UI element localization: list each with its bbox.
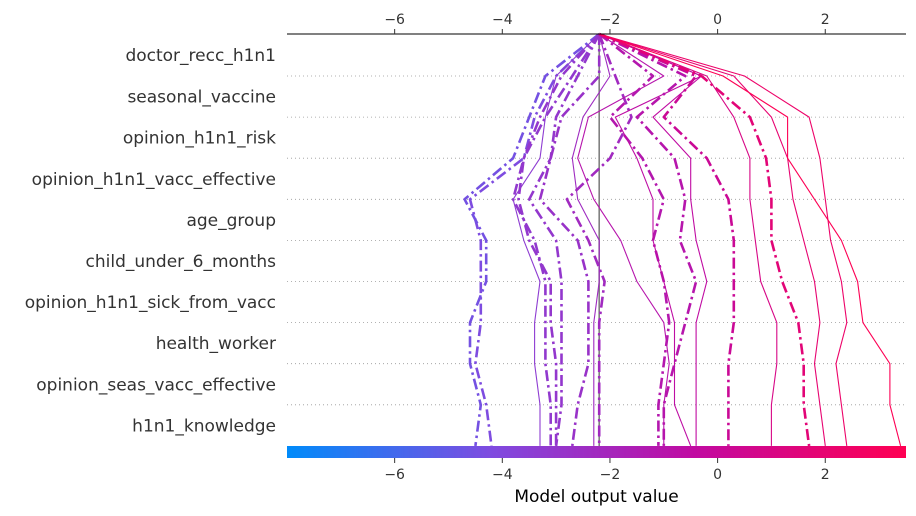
decision-line [577, 33, 670, 446]
x-axis-title: Model output value [514, 487, 678, 507]
decision-line [463, 32, 600, 447]
feature-label: opinion_seas_vacc_effective [36, 375, 276, 395]
decision-line [512, 33, 600, 446]
decision-line [599, 33, 848, 446]
decision-line [598, 32, 698, 446]
bottom-tick-label: −4 [492, 467, 513, 483]
decision-line [598, 32, 811, 447]
top-tick-label: 0 [713, 12, 722, 28]
decision-line [527, 33, 601, 447]
decision-line [599, 33, 902, 447]
feature-label: h1n1_knowledge [132, 416, 276, 436]
decision-line [565, 33, 633, 446]
feature-label: opinion_h1n1_vacc_effective [32, 170, 276, 190]
top-tick-label: −2 [600, 12, 621, 28]
decision-line [517, 33, 601, 446]
bottom-tick-label: 2 [821, 467, 830, 483]
top-tick-label: −6 [384, 12, 405, 28]
bottom-tick-label: −2 [600, 467, 621, 483]
decision-line [598, 32, 736, 446]
feature-label: child_under_6_months [86, 252, 277, 272]
feature-label: opinion_h1n1_risk [123, 129, 276, 149]
colorbar [287, 446, 906, 458]
feature-label: opinion_h1n1_sick_from_vacc [25, 293, 276, 313]
decision-line [571, 33, 611, 446]
decision-lines [463, 32, 902, 447]
feature-label: seasonal_vaccine [127, 88, 276, 108]
bottom-tick-label: 0 [713, 467, 722, 483]
feature-label: health_worker [156, 334, 276, 354]
top-tick-label: −4 [492, 12, 513, 28]
decision-line [598, 32, 671, 446]
feature-label: age_group [186, 211, 276, 231]
decision-line [468, 33, 601, 447]
decision-line [538, 34, 601, 447]
top-tick-label: 2 [821, 12, 830, 28]
decision-line [599, 33, 778, 446]
decision-line [598, 33, 703, 447]
feature-gridlines [287, 75, 906, 406]
axes: −6 −6 −4 −4 −2 −2 0 0 2 2 [287, 12, 906, 483]
feature-labels: doctor_recc_h1n1 seasonal_vaccine opinion_… [25, 46, 276, 436]
bottom-tick-label: −6 [384, 467, 405, 483]
decision-line [598, 33, 708, 446]
decision-line [599, 33, 826, 446]
feature-label: doctor_recc_h1n1 [125, 46, 276, 66]
decision-line [511, 33, 601, 446]
